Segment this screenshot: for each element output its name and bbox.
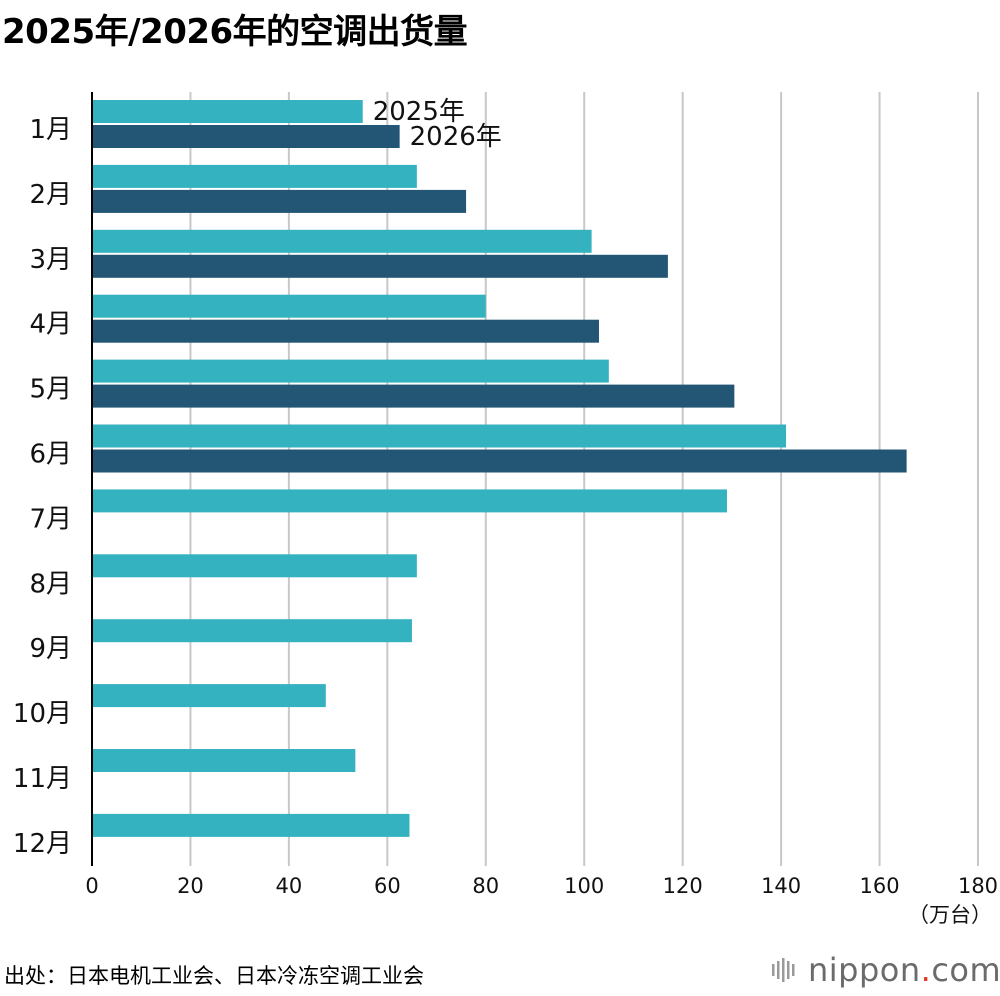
labels: 0 20 40 60 80 100 120 140 160 180 （万台） 1月 2月 3月 4月 5月 6月… (13, 97, 998, 927)
nippon-logo-icon (772, 958, 795, 982)
bar-2025年-12月 (92, 813, 410, 837)
bar-2025年-4月 (92, 294, 486, 318)
bar-2025年-3月 (92, 229, 592, 253)
bar-2025年-1月 (92, 100, 363, 123)
y-tick-label: 5月 (29, 375, 72, 405)
bar-2025年-9月 (92, 619, 412, 643)
grid-lines (189, 92, 979, 866)
x-tick-label: 80 (472, 874, 499, 898)
nippon-logo: nippon.com (770, 950, 1000, 990)
y-tick-label: 9月 (29, 634, 72, 664)
bar-2025年-5月 (92, 359, 609, 383)
bar-2025年-8月 (92, 554, 417, 578)
y-tick-label: 6月 (29, 440, 72, 470)
x-tick-label: 160 (860, 874, 900, 898)
x-tick-label: 100 (564, 874, 604, 898)
nippon-logo-text: nippon.com (808, 951, 1000, 989)
y-tick-label: 4月 (29, 310, 72, 340)
bar-2026年-1月 (92, 125, 400, 148)
bar-2025年-7月 (92, 489, 727, 513)
x-tick-label: 60 (374, 874, 401, 898)
x-tick-label: 180 (958, 874, 998, 898)
y-tick-label: 3月 (29, 245, 72, 275)
chart-title: 2025年/2026年的空调出货量 (2, 12, 468, 52)
x-tick-label: 0 (85, 874, 98, 898)
y-tick-label: 8月 (29, 569, 72, 599)
y-tick-label: 10月 (13, 699, 72, 729)
bar-2025年-10月 (92, 684, 326, 708)
series-label: 2026年 (410, 122, 502, 152)
source-note: 出处：日本电机工业会、日本冷冻空调工业会 (4, 964, 424, 988)
bar-2026年-2月 (92, 189, 467, 213)
bar-2025年-2月 (92, 164, 417, 188)
y-tick-label: 1月 (29, 115, 72, 145)
y-tick-label: 7月 (29, 504, 72, 534)
bar-2026年-5月 (92, 384, 735, 408)
bar-2025年-6月 (92, 424, 787, 448)
x-tick-label: 140 (761, 874, 801, 898)
x-tick-label: 20 (177, 874, 204, 898)
bar-2026年-4月 (92, 319, 599, 343)
x-tick-label: 120 (663, 874, 703, 898)
series-label: 2025年 (373, 97, 465, 127)
bars (92, 100, 907, 837)
bar-2026年-6月 (92, 449, 907, 473)
x-unit-label: （万台） (908, 903, 992, 927)
y-tick-label: 12月 (13, 829, 72, 859)
y-tick-label: 2月 (29, 180, 72, 210)
bar-2025年-11月 (92, 749, 356, 772)
bar-2026年-3月 (92, 254, 668, 278)
y-tick-label: 11月 (13, 764, 72, 794)
x-tick-label: 40 (276, 874, 303, 898)
